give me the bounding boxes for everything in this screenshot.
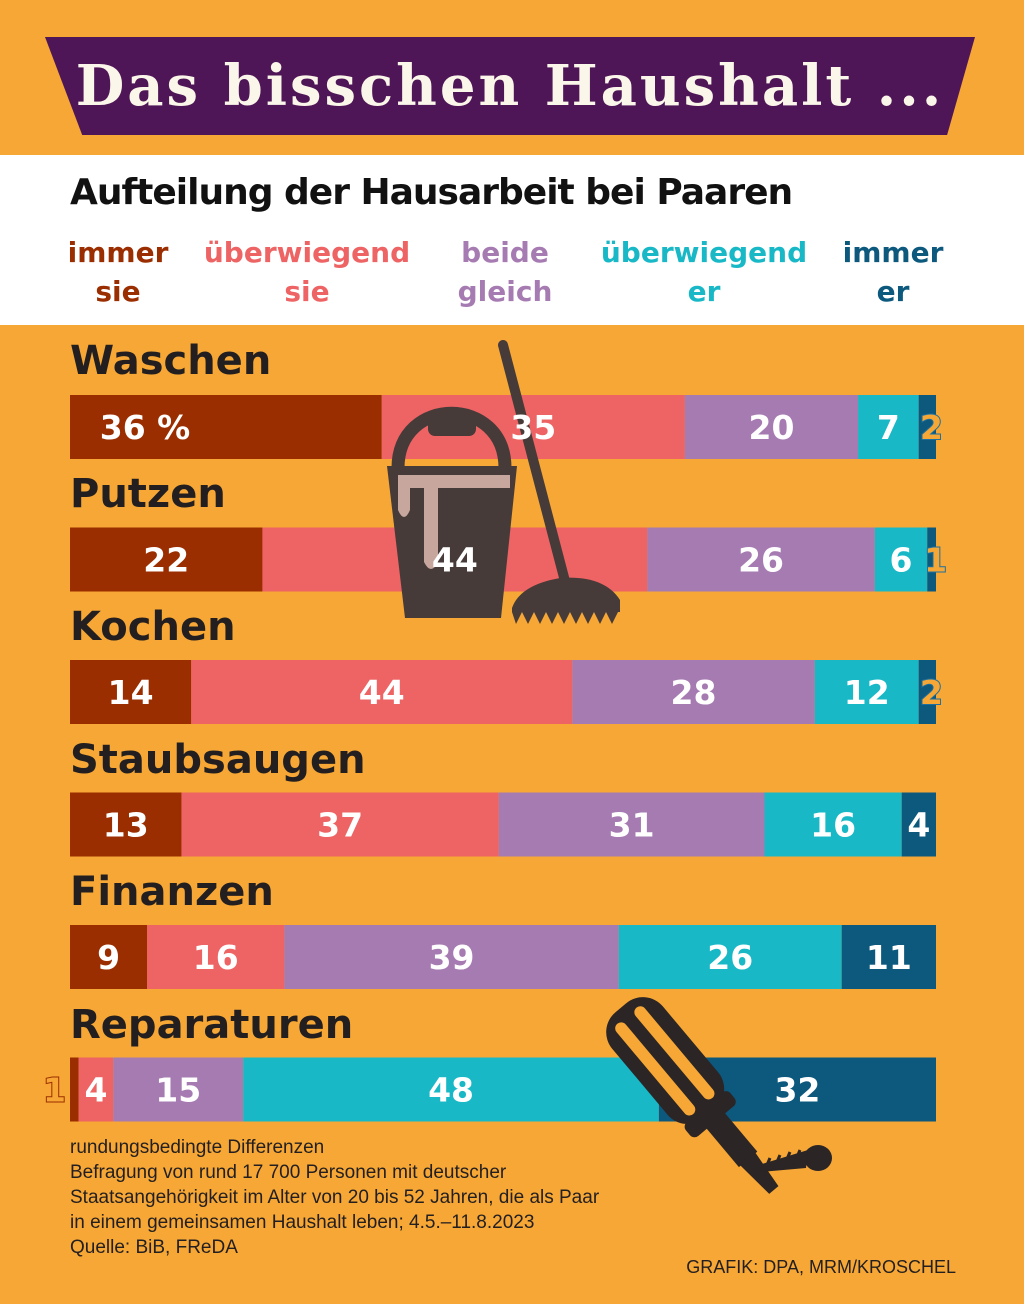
bar-reparaturen-ueberwiegend-sie	[78, 1057, 114, 1122]
category-label-reparaturen: Reparaturen	[70, 1002, 354, 1048]
bar-waschen-immer-sie	[70, 395, 382, 459]
category-label-finanzen: Finanzen	[70, 869, 274, 915]
bar-kochen-ueberwiegend-er	[814, 660, 919, 724]
footnote-rounding: rundungsbedingte Differenzen	[70, 1137, 325, 1158]
category-label-waschen: Waschen	[70, 338, 272, 384]
footnote-survey-2: Staatsangehörigkeit im Alter von 20 bis …	[70, 1187, 600, 1208]
bar-kochen-immer-sie	[70, 660, 192, 724]
legend-item-immer-sie: immer sie	[68, 233, 169, 311]
value-label-finanzen-ueberwiegend-er: 26	[707, 938, 753, 977]
footnotes: rundungsbedingte Differenzen Befragung v…	[70, 1135, 599, 1260]
bar-staubsaugen-immer-sie	[70, 792, 182, 857]
bar-staubsaugen-ueberwiegend-er	[764, 792, 902, 857]
value-label-waschen-immer-sie: 36 %	[100, 408, 190, 447]
category-label-kochen: Kochen	[70, 604, 236, 650]
bar-finanzen-immer-sie	[70, 925, 148, 989]
legend-line: immer	[67, 236, 169, 269]
legend-line: sie	[95, 275, 141, 308]
value-label-staubsaugen-beide-gleich: 31	[609, 806, 655, 845]
value-label-putzen-immer-er: 1	[924, 541, 947, 580]
value-labels-layer: 36 % 35 20 7 222 44 26 6 114 44 28 12 213 37 31 16 49 16 3…	[42, 407, 948, 1111]
value-label-reparaturen-ueberwiegend-er: 48	[428, 1071, 474, 1110]
value-label-waschen-ueberwiegend-sie: 35	[510, 408, 556, 447]
legend-item-beide-gleich: beide gleich	[458, 233, 553, 311]
bar-reparaturen-ueberwiegend-er	[243, 1057, 659, 1122]
bar-staubsaugen-beide-gleich	[498, 792, 765, 857]
bars-layer	[70, 395, 936, 1122]
footnote-survey-3: in einem gemeinsamen Haushalt leben; 4.5…	[70, 1212, 535, 1233]
value-label-finanzen-immer-er: 11	[866, 938, 912, 977]
value-label-staubsaugen-immer-sie: 13	[103, 806, 149, 845]
value-label-reparaturen-ueberwiegend-sie: 4	[84, 1071, 107, 1110]
footnote-survey-1: Befragung von rund 17 700 Personen mit d…	[70, 1162, 507, 1183]
legend-line: er	[876, 275, 910, 308]
legend-item-immer-er: immer er	[843, 233, 944, 311]
mop-icon	[498, 340, 620, 624]
legend-item-ueberwiegend-er: überwiegend er	[601, 233, 807, 311]
bar-waschen-immer-er	[918, 395, 936, 459]
legend-line: überwiegend	[600, 236, 808, 269]
bar-finanzen-beide-gleich	[284, 925, 619, 989]
bar-waschen-beide-gleich	[684, 395, 859, 459]
screwdriver-icon	[606, 997, 779, 1194]
chart-subtitle: Aufteilung der Hausarbeit bei Paaren	[70, 172, 793, 213]
legend-line: immer	[842, 236, 944, 269]
value-label-finanzen-ueberwiegend-sie: 16	[193, 938, 239, 977]
bar-finanzen-immer-er	[841, 925, 936, 989]
value-label-staubsaugen-ueberwiegend-er: 16	[810, 806, 856, 845]
category-label-putzen: Putzen	[70, 471, 226, 517]
value-label-reparaturen-immer-sie: 1	[43, 1071, 66, 1110]
bar-kochen-ueberwiegend-sie	[191, 660, 573, 724]
title-banner	[45, 37, 975, 135]
bar-putzen-ueberwiegend-er	[874, 527, 928, 592]
bar-waschen-ueberwiegend-er	[858, 395, 919, 459]
value-label-kochen-beide-gleich: 28	[671, 673, 717, 712]
value-label-kochen-immer-er: 2	[920, 673, 943, 712]
bar-kochen-immer-er	[918, 660, 936, 724]
value-label-putzen-immer-sie: 22	[143, 541, 189, 580]
value-label-staubsaugen-immer-er: 4	[907, 806, 930, 845]
page-title: Das bisschen Haushalt ...	[75, 53, 945, 119]
value-label-reparaturen-beide-gleich: 15	[155, 1071, 201, 1110]
bar-finanzen-ueberwiegend-sie	[147, 925, 285, 989]
footnote-source: Quelle: BiB, FReDA	[70, 1237, 238, 1258]
value-label-waschen-beide-gleich: 20	[748, 408, 794, 447]
value-label-putzen-ueberwiegend-er: 6	[890, 541, 913, 580]
value-label-finanzen-immer-sie: 9	[97, 938, 120, 977]
bar-staubsaugen-ueberwiegend-sie	[181, 792, 499, 857]
legend-line: er	[687, 275, 721, 308]
category-label-staubsaugen: Staubsaugen	[70, 737, 366, 783]
bar-finanzen-ueberwiegend-er	[618, 925, 842, 989]
legend-item-ueberwiegend-sie: überwiegend sie	[204, 233, 410, 311]
value-label-kochen-ueberwiegend-sie: 44	[359, 673, 405, 712]
bar-putzen-immer-sie	[70, 527, 263, 592]
graphic-credit: GRAFIK: DPA, MRM/KROSCHEL	[686, 1257, 956, 1277]
value-label-kochen-ueberwiegend-er: 12	[844, 673, 890, 712]
value-label-finanzen-beide-gleich: 39	[429, 938, 475, 977]
bar-putzen-immer-er	[927, 527, 936, 592]
bar-kochen-beide-gleich	[572, 660, 815, 724]
value-label-kochen-immer-sie: 14	[108, 673, 154, 712]
value-label-waschen-immer-er: 2	[920, 408, 943, 447]
value-label-putzen-ueberwiegend-sie: 44	[432, 541, 478, 580]
bar-reparaturen-beide-gleich	[113, 1057, 244, 1122]
value-label-putzen-beide-gleich: 26	[738, 541, 784, 580]
legend-line: beide	[461, 236, 549, 269]
legend-line: überwiegend	[203, 236, 411, 269]
bar-staubsaugen-immer-er	[901, 792, 936, 857]
value-label-waschen-ueberwiegend-er: 7	[877, 408, 900, 447]
bucket-icon	[387, 406, 517, 618]
bar-reparaturen-immer-sie	[70, 1057, 79, 1122]
subtitle-band	[0, 155, 1024, 325]
legend-line: sie	[284, 275, 330, 308]
legend-line: gleich	[457, 275, 553, 308]
value-label-staubsaugen-ueberwiegend-sie: 37	[317, 806, 363, 845]
screw-icon	[760, 1145, 832, 1173]
value-label-reparaturen-immer-er: 32	[774, 1071, 820, 1110]
bar-putzen-beide-gleich	[647, 527, 875, 592]
